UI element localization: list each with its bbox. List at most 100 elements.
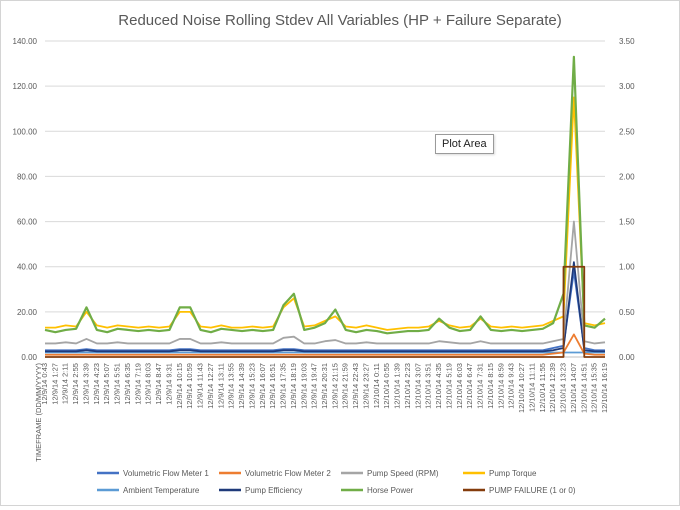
x-tick-label: 12/9/14 10:59 [185,363,194,409]
y2-tick-label: 0.50 [619,308,635,317]
y-tick-label: 140.00 [13,37,38,46]
x-tick-label: 12/10/14 1:39 [393,363,402,409]
x-tick-label: 12/9/14 17:35 [279,363,288,409]
series-line[interactable] [45,220,606,345]
x-tick-label: 12/10/14 4:35 [434,363,443,409]
plot-area-tooltip: Plot Area [435,134,494,154]
x-tick-label: 12/10/14 11:55 [538,363,547,413]
x-tick-label: 12/9/14 0:43 [40,363,49,405]
plot-area[interactable] [44,55,606,358]
x-tick-label: 12/10/14 8:15 [486,363,495,409]
legend-label: Volumetric Flow Meter 1 [123,469,209,478]
x-tick-label: 12/10/14 2:23 [403,363,412,409]
legend-item: Ambient Temperature [97,486,200,495]
y-tick-label: 40.00 [17,263,38,272]
legend-label: Horse Power [367,486,414,495]
y-axis-left: 0.00 20.00 40.00 60.00 80.00 100.00 120.00 140.… [13,37,38,362]
x-tick-label: 12/9/14 5:51 [113,363,122,405]
x-tick-label: 12/10/14 12:39 [548,363,557,413]
y-tick-label: 80.00 [17,172,38,181]
series-line[interactable] [45,265,605,358]
x-tick-label: 12/10/14 3:51 [424,363,433,409]
x-tick-label: 12/9/14 20:31 [320,363,329,409]
x-tick-label: 12/9/14 1:27 [50,363,59,405]
x-tick-label: 12/9/14 22:43 [351,363,360,409]
x-tick-label: 12/9/14 13:55 [227,363,236,409]
x-tick-label: 12/9/14 12:27 [206,363,215,409]
y2-tick-label: 0.00 [619,353,635,362]
x-tick-label: 12/9/14 19:03 [299,363,308,409]
y2-tick-label: 3.00 [619,82,635,91]
x-tick-label: 12/9/14 15:23 [247,363,256,409]
x-tick-label: 12/9/14 10:15 [175,363,184,409]
y2-tick-label: 1.00 [619,263,635,272]
x-tick-label: 12/9/14 23:27 [361,363,370,409]
legend-item: Horse Power [341,486,414,495]
x-tick-label: 12/9/14 19:47 [310,363,319,409]
x-tick-label: 12/10/14 0:11 [372,363,381,408]
x-tick-label: 12/10/14 8:59 [496,363,505,409]
legend-label: Pump Speed (RPM) [367,469,439,478]
gridlines [45,40,605,358]
x-tick-label: 12/9/14 6:35 [123,363,132,405]
x-tick-label: 12/9/14 2:11 [61,363,70,404]
x-tick-label: 12/10/14 7:31 [476,363,485,409]
x-tick-label: 12/9/14 7:19 [133,363,142,405]
series-line[interactable] [45,261,605,353]
x-axis: 12/9/14 0:43 12/9/14 1:27 12/9/14 2:11 12/9… [40,356,609,413]
legend-label: Volumetric Flow Meter 2 [245,469,331,478]
x-tick-label: 12/9/14 13:11 [216,363,225,408]
legend-label: Pump Efficiency [245,486,302,495]
x-tick-label: 12/10/14 6:03 [455,363,464,409]
legend: Volumetric Flow Meter 1 Volumetric Flow M… [97,469,576,495]
x-tick-label: 12/10/14 16:19 [600,363,609,413]
legend-label: Pump Torque [489,469,537,478]
x-tick-label: 12/9/14 4:23 [92,363,101,405]
x-tick-label: 12/10/14 14:51 [579,363,588,413]
x-tick-label: 12/10/14 3:07 [413,363,422,409]
x-tick-label: 12/9/14 21:15 [330,363,339,409]
chart-title: Reduced Noise Rolling Stdev All Variable… [118,12,561,29]
series-line[interactable] [45,333,605,356]
x-tick-label: 12/10/14 15:35 [590,363,599,413]
x-tick-label: 12/9/14 9:31 [164,363,173,405]
legend-item: Pump Speed (RPM) [341,469,439,478]
x-tick-label: 12/9/14 16:07 [258,363,267,409]
x-tick-label: 12/9/14 16:51 [268,363,277,409]
series-line[interactable] [44,55,606,335]
legend-item: Volumetric Flow Meter 2 [219,469,331,478]
legend-item: PUMP FAILURE (1 or 0) [463,486,576,495]
y2-tick-label: 1.50 [619,218,635,227]
legend-item: Pump Torque [463,469,537,478]
legend-label: Ambient Temperature [123,486,200,495]
legend-item: Volumetric Flow Meter 1 [97,469,209,478]
x-tick-label: 12/10/14 5:19 [444,363,453,409]
y-tick-label: 60.00 [17,218,38,227]
y2-tick-label: 2.00 [619,172,635,181]
x-tick-label: 12/10/14 11:11 [527,363,536,412]
x-tick-label: 12/9/14 5:07 [102,363,111,405]
y-tick-label: 0.00 [21,353,37,362]
x-tick-label: 12/10/14 9:43 [507,363,516,409]
x-tick-label: 12/9/14 2:55 [71,363,80,405]
x-tick-label: 12/9/14 14:39 [237,363,246,409]
x-tick-label: 12/10/14 10:27 [517,363,526,413]
x-tick-label: 12/10/14 0:55 [382,363,391,409]
x-tick-label: 12/9/14 8:47 [154,363,163,405]
y-tick-label: 100.00 [13,127,38,136]
x-tick-label: 12/10/14 14:07 [569,363,578,413]
series-line[interactable] [45,96,606,331]
series-line[interactable] [45,270,605,352]
x-axis-title: TIMEFRAME (DD/MM/YYYY) [34,362,43,461]
x-tick-label: 12/9/14 8:03 [144,363,153,405]
legend-item: Pump Efficiency [219,486,302,495]
x-tick-label: 12/9/14 3:39 [81,363,90,405]
y-axis-right: 0.00 0.50 1.00 1.50 2.00 2.50 3.00 3.50 [619,37,635,362]
y-tick-label: 20.00 [17,308,38,317]
y2-tick-label: 3.50 [619,37,635,46]
x-tick-label: 12/9/14 11:43 [196,363,205,408]
y2-tick-label: 2.50 [619,127,635,136]
x-tick-label: 12/10/14 6:47 [465,363,474,409]
